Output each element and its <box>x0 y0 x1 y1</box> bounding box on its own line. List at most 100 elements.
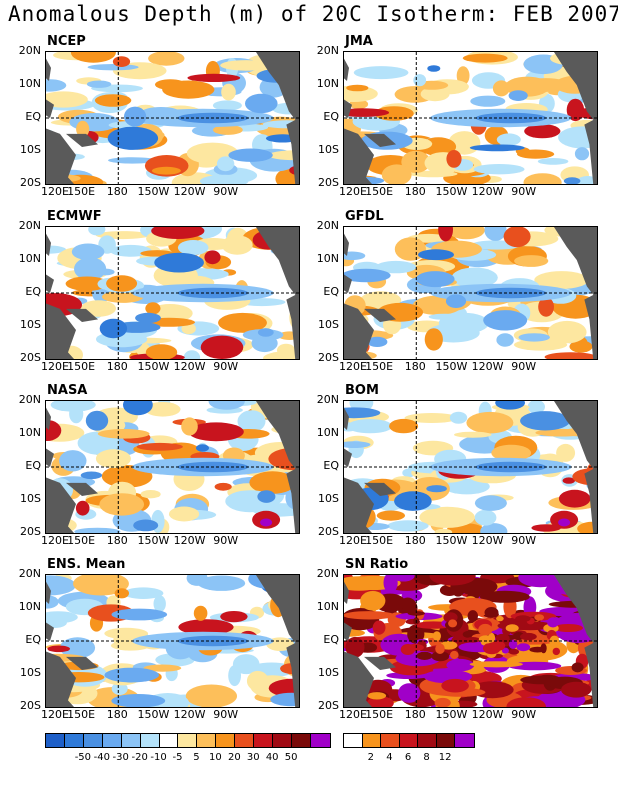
colorbar-label: 30 <box>246 752 260 763</box>
colorbar-swatch <box>381 734 400 747</box>
colorbar-label: 5 <box>193 752 200 763</box>
latitude-tick-label: 20N <box>18 219 41 232</box>
colorbar-swatch <box>178 734 198 747</box>
colorbar-label: -40 <box>93 752 110 763</box>
latitude-tick-label: 20S <box>318 351 339 364</box>
latitude-tick-label: 20S <box>318 525 339 538</box>
map-plot <box>45 51 300 185</box>
longitude-tick-label: 150W <box>435 534 468 547</box>
longitude-tick-label: 180 <box>404 185 426 198</box>
latitude-tick-label: 10N <box>18 252 41 265</box>
panel-title: JMA <box>345 34 373 49</box>
latitude-tick-label: 20S <box>20 176 41 189</box>
latitude-tick-label: 10N <box>316 77 339 90</box>
latitude-tick-label: 10S <box>318 492 339 505</box>
latitude-tick-label: EQ <box>323 110 339 123</box>
latitude-tick-label: 20N <box>18 567 41 580</box>
colorbar-label: 8 <box>423 752 430 763</box>
latitude-tick-label: 20N <box>316 44 339 57</box>
colorbar-label: 50 <box>284 752 298 763</box>
map-plot <box>45 400 300 534</box>
longitude-tick-label: 120W <box>471 534 504 547</box>
latitude-tick-label: EQ <box>323 285 339 298</box>
longitude-tick-label: 150E <box>365 534 394 547</box>
colorbar-swatch <box>197 734 217 747</box>
longitude-tick-label: 120W <box>173 708 206 721</box>
longitude-tick-label: 90W <box>213 708 239 721</box>
longitude-tick-label: 150W <box>137 534 170 547</box>
longitude-tick-label: 120E <box>339 534 367 547</box>
latitude-tick-label: EQ <box>323 459 339 472</box>
longitude-tick-label: 150E <box>67 185 96 198</box>
latitude-tick-label: EQ <box>25 285 41 298</box>
latitude-tick-label: 10S <box>20 492 41 505</box>
latitude-tick-label: 20S <box>20 351 41 364</box>
map-plot <box>45 574 300 708</box>
longitude-tick-label: 120E <box>339 708 367 721</box>
longitude-tick-label: 180 <box>106 185 128 198</box>
longitude-tick-label: 150W <box>137 708 170 721</box>
latitude-tick-label: 20S <box>20 525 41 538</box>
longitude-tick-label: 150E <box>67 360 96 373</box>
longitude-tick-label: 90W <box>511 360 537 373</box>
colorbar-swatch <box>399 734 419 747</box>
colorbar-label: -50 <box>74 752 92 763</box>
colorbar-swatch <box>140 734 160 747</box>
latitude-tick-label: EQ <box>25 633 41 646</box>
colorbar-label: 40 <box>265 752 279 763</box>
panel-title: NASA <box>47 383 88 398</box>
longitude-tick-label: 90W <box>511 185 537 198</box>
longitude-tick-label: 120E <box>339 360 367 373</box>
latitude-tick-label: 10S <box>318 666 339 679</box>
longitude-tick-label: 120E <box>41 360 69 373</box>
longitude-tick-label: 180 <box>404 360 426 373</box>
longitude-tick-label: 180 <box>404 708 426 721</box>
colorbar-label: 2 <box>367 752 375 763</box>
longitude-tick-label: 180 <box>106 360 128 373</box>
panel-title: GFDL <box>345 209 384 224</box>
panel-title: ENS. Mean <box>47 557 126 572</box>
latitude-tick-label: 20N <box>316 567 339 580</box>
longitude-tick-label: 120E <box>41 185 69 198</box>
panel-title: NCEP <box>47 34 86 49</box>
colorbar-label: -20 <box>131 752 148 763</box>
colorbar-swatch <box>455 734 474 747</box>
colorbar-swatch <box>235 734 255 747</box>
colorbar-label: -5 <box>172 752 183 763</box>
colorbar-label: 12 <box>438 752 452 763</box>
longitude-tick-label: 150E <box>365 185 394 198</box>
latitude-tick-label: 10N <box>316 426 339 439</box>
latitude-tick-label: 20N <box>18 393 41 406</box>
colorbar-swatch <box>64 734 84 747</box>
latitude-tick-label: EQ <box>25 459 41 472</box>
colorbar-label: 10 <box>209 752 222 763</box>
colorbar-swatch <box>46 734 65 747</box>
longitude-tick-label: 120W <box>173 534 206 547</box>
longitude-tick-label: 180 <box>106 708 128 721</box>
figure-title: Anomalous Depth (m) of 20C Isotherm: FEB… <box>8 2 618 26</box>
latitude-tick-label: 20N <box>316 219 339 232</box>
latitude-tick-label: 10N <box>316 252 339 265</box>
longitude-tick-label: 150E <box>67 708 96 721</box>
latitude-tick-label: 10N <box>18 426 41 439</box>
latitude-tick-label: 20N <box>316 393 339 406</box>
longitude-tick-label: 150W <box>137 360 170 373</box>
latitude-tick-label: EQ <box>323 633 339 646</box>
map-plot <box>343 574 598 708</box>
latitude-tick-label: 20N <box>18 44 41 57</box>
latitude-tick-label: 10N <box>316 600 339 613</box>
colorbar-swatch <box>102 734 122 747</box>
longitude-tick-label: 150E <box>67 534 96 547</box>
latitude-tick-label: 20S <box>20 699 41 712</box>
colorbar-swatch <box>273 734 292 747</box>
latitude-tick-label: 10N <box>18 77 41 90</box>
longitude-tick-label: 150E <box>365 360 394 373</box>
colorbar-swatch <box>121 734 141 747</box>
colorbar-label: 6 <box>404 752 412 763</box>
longitude-tick-label: 120E <box>41 708 69 721</box>
latitude-tick-label: 10S <box>318 143 339 156</box>
longitude-tick-label: 90W <box>213 360 239 373</box>
longitude-tick-label: 120E <box>41 534 69 547</box>
latitude-tick-label: 10S <box>20 143 41 156</box>
latitude-tick-label: 10N <box>18 600 41 613</box>
